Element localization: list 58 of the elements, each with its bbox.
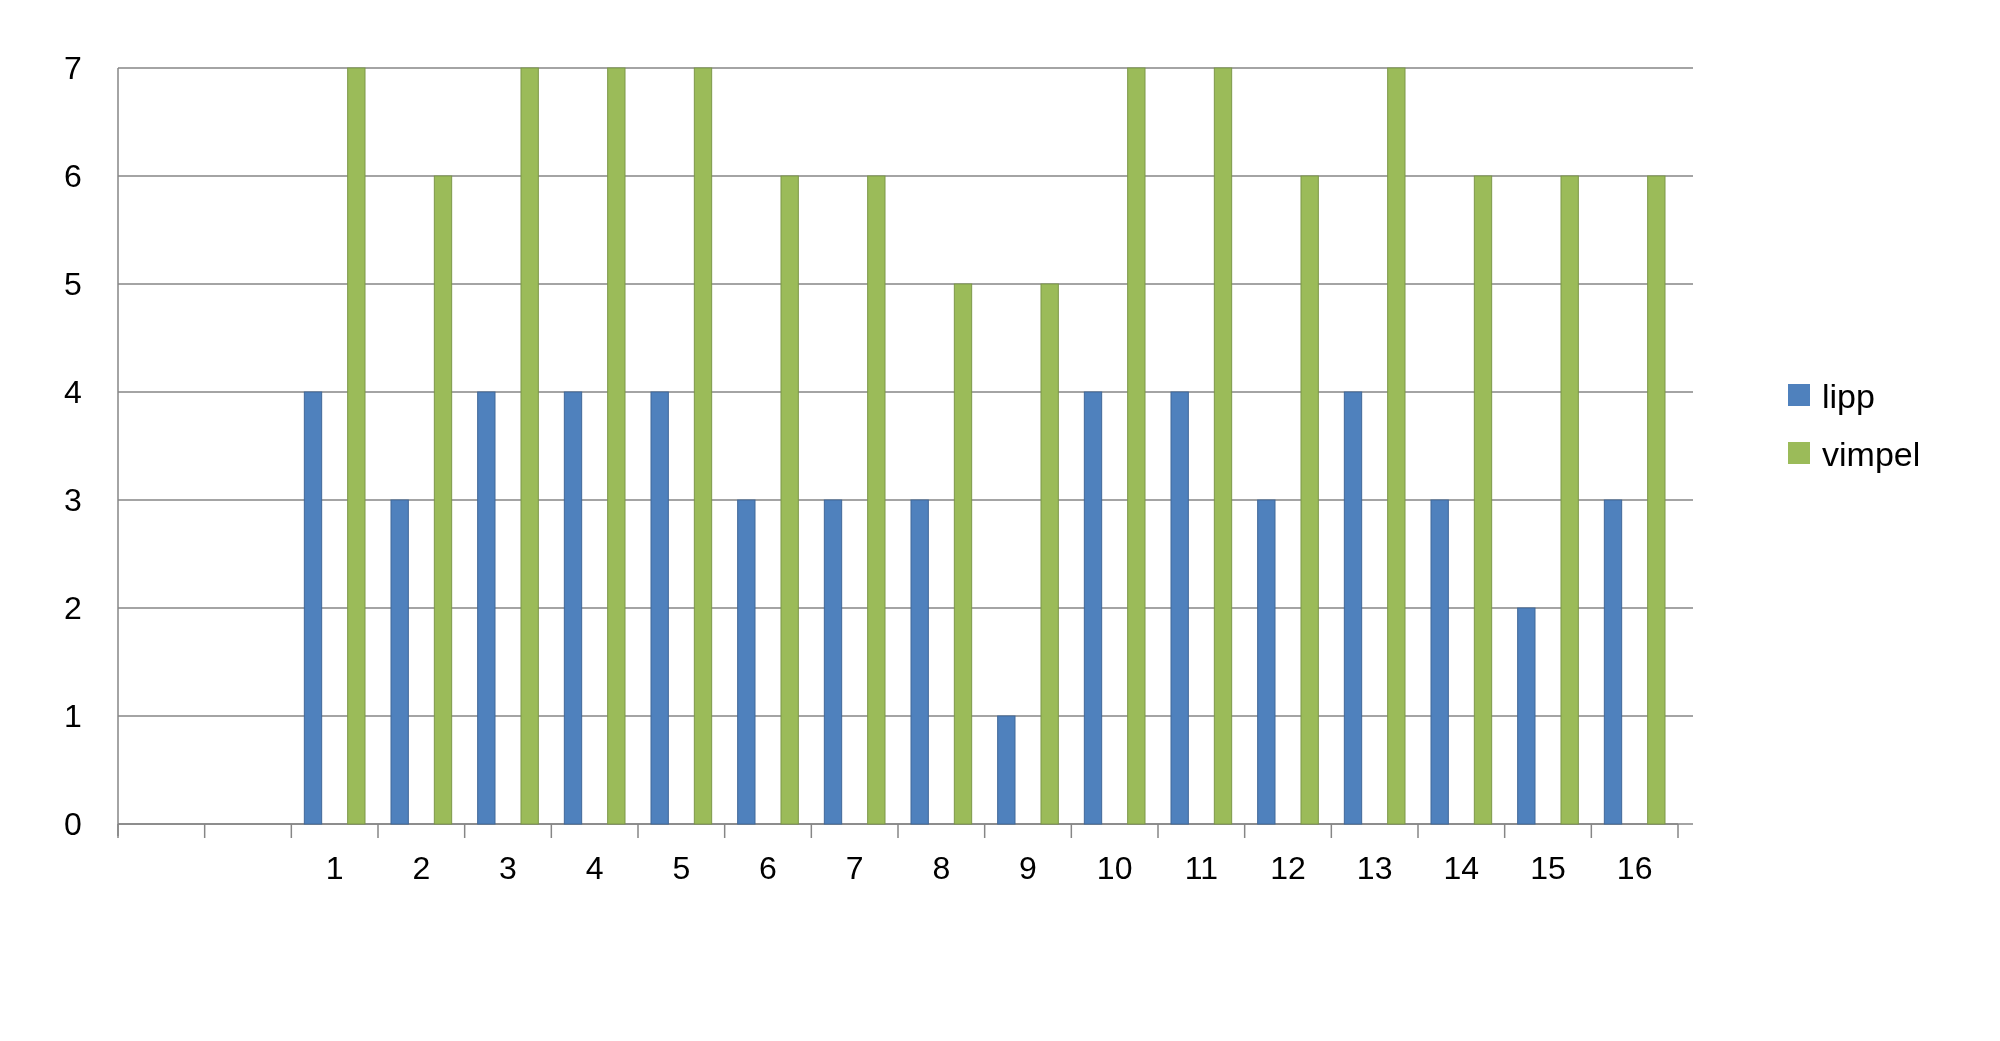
bar <box>650 391 669 825</box>
bar <box>1430 499 1449 825</box>
x-tick-label: 1 <box>325 850 344 886</box>
bar <box>607 67 626 825</box>
bar <box>1343 391 1363 825</box>
bar <box>1257 499 1276 825</box>
x-tick-label: 4 <box>585 850 604 886</box>
x-tick-label: 12 <box>1270 850 1306 886</box>
bar <box>563 391 583 825</box>
bar <box>1040 283 1059 825</box>
bar <box>1387 67 1406 825</box>
bar <box>910 499 929 825</box>
bar <box>997 715 1016 825</box>
bar <box>1083 391 1103 825</box>
x-tick-label: 9 <box>1019 850 1037 886</box>
x-tick-label: 10 <box>1096 850 1133 886</box>
bar <box>1517 607 1536 825</box>
bar <box>1560 175 1579 825</box>
x-tick-label: 2 <box>412 850 431 886</box>
bar <box>780 175 799 825</box>
bar <box>823 499 843 825</box>
bar <box>693 67 713 825</box>
x-tick-label: 6 <box>759 850 777 886</box>
bar <box>1213 67 1233 825</box>
y-tick-label: 7 <box>64 50 82 87</box>
bar <box>477 391 496 825</box>
y-tick-label: 0 <box>64 806 82 843</box>
bar <box>347 67 366 825</box>
legend-label: lipp <box>1822 376 1875 415</box>
bar <box>737 499 756 825</box>
bar <box>433 175 453 825</box>
bar <box>1170 391 1189 825</box>
y-tick-label: 3 <box>64 482 82 519</box>
bar <box>1647 175 1666 825</box>
bar <box>1473 175 1493 825</box>
x-tick-label: 13 <box>1356 850 1393 886</box>
y-tick-label: 6 <box>64 158 82 195</box>
bar <box>390 499 409 825</box>
x-tick-label: 8 <box>932 850 951 886</box>
y-tick-label: 4 <box>64 374 82 411</box>
x-tick-label: 5 <box>672 850 691 886</box>
x-tick-label: 3 <box>499 850 517 886</box>
x-tick-label: 14 <box>1443 850 1480 886</box>
bar <box>520 67 539 825</box>
x-tick-label: 15 <box>1530 850 1566 886</box>
y-tick-label: 5 <box>64 266 82 303</box>
bar <box>867 175 886 825</box>
bar <box>953 283 973 825</box>
x-tick-label: 16 <box>1616 850 1653 886</box>
legend-label: vimpel <box>1822 434 1921 473</box>
y-tick-label: 2 <box>64 590 82 627</box>
y-tick-label: 1 <box>64 698 82 735</box>
x-tick-label: 7 <box>845 850 864 886</box>
x-tick-label: 11 <box>1184 850 1218 886</box>
bar <box>1127 67 1146 825</box>
bar <box>1300 175 1319 825</box>
bar <box>1603 499 1623 825</box>
bar <box>303 391 323 825</box>
